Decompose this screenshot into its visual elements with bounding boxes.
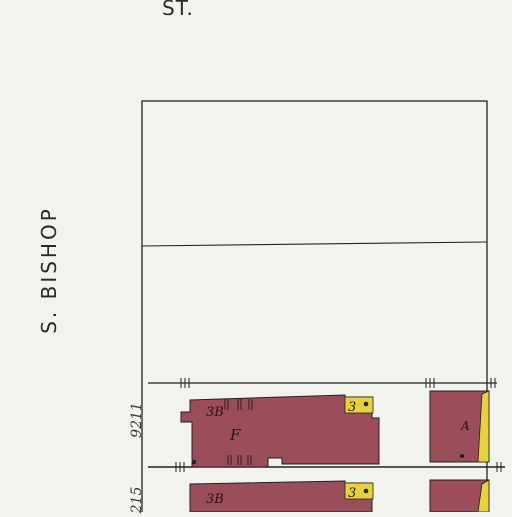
block-outline <box>141 100 488 517</box>
building-1-yellow-patch <box>344 396 374 414</box>
building-1-wall-marks <box>224 399 253 465</box>
street-name-side: S. BISHOP <box>37 206 61 334</box>
building-1-dot-a <box>363 401 369 407</box>
building-1-dot-b <box>191 459 197 465</box>
address-number-1: 9211 <box>129 402 145 438</box>
building-3-yellow-strip <box>477 390 490 463</box>
building-2-stories: 3B <box>206 492 224 507</box>
building-2-yellow-patch <box>344 482 374 500</box>
building-1-stories: 3B <box>206 405 224 420</box>
street-name-top: ST. <box>162 0 194 20</box>
tick-marks <box>175 378 502 472</box>
building-1-type: F <box>229 426 241 444</box>
building-2-dot <box>363 488 369 494</box>
building-2-tag: 3 <box>348 486 356 501</box>
building-3-type: A <box>460 419 470 433</box>
building-1-tag: 3 <box>348 400 356 415</box>
lot-line-1 <box>141 241 488 247</box>
address-number-2: 215 <box>129 486 145 514</box>
building-3-dot <box>460 454 464 458</box>
